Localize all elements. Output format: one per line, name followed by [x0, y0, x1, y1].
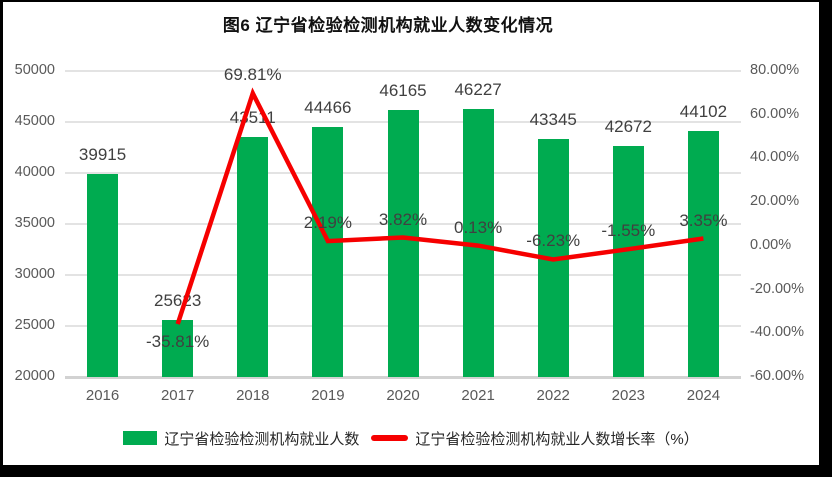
line-point-label: -35.81%: [145, 332, 210, 352]
bar-value-label: 43345: [529, 109, 577, 129]
y-axis-right-tick-label: 80.00%: [750, 62, 800, 78]
x-axis-tick-label: 2024: [686, 387, 721, 404]
bar-value-label: 25623: [154, 290, 202, 310]
y-axis-right-tick-label: -40.00%: [750, 324, 805, 341]
y-axis-right-tick-label: -60.00%: [750, 368, 805, 384]
bar-value-label: 42672: [604, 116, 652, 136]
gridline: [65, 70, 741, 72]
x-axis-tick-label: 2020: [386, 387, 420, 404]
bar-value-label: 44466: [304, 98, 352, 118]
bar-2024: [687, 131, 719, 377]
x-axis-tick-label: 2019: [311, 387, 345, 404]
line-point-label: 0.13%: [454, 217, 503, 237]
bar-value-label: 46165: [379, 81, 427, 101]
bar-2018: [237, 137, 269, 377]
bar-series-legend-label: 辽宁省检验检测机构就业人数: [164, 430, 360, 448]
bar-2017: [162, 319, 194, 377]
legend: 辽宁省检验检测机构就业人数 辽宁省检验检测机构就业人数增长率（%）: [3, 426, 819, 450]
line-point-label: 3.82%: [378, 209, 428, 229]
bar-value-label: 39915: [78, 144, 127, 164]
bar-value-label: 44102: [679, 102, 728, 122]
y-axis-left-tick-label: 25000: [14, 317, 55, 333]
growth-rate-line-series: [175, 87, 704, 325]
line-point-label: -1.55%: [601, 221, 656, 241]
bar-2023: [612, 145, 644, 377]
x-axis-tick-label: 2016: [85, 387, 120, 404]
line-series-legend-label: 辽宁省检验检测机构就业人数增长率（%）: [415, 430, 699, 448]
chart-panel: 图6 辽宁省检验检测机构就业人数变化情况 20000 25000 30000 3500…: [3, 2, 819, 465]
y-axis-left-tick-label: 20000: [14, 368, 55, 384]
x-axis-tick-label: 2017: [160, 387, 195, 404]
y-axis-left-tick-label: 35000: [14, 215, 55, 231]
y-axis-left-tick-label: 50000: [14, 62, 55, 78]
bar-2016: [87, 173, 119, 377]
bar-2019: [312, 127, 344, 377]
legend-item-growth-line: 辽宁省检验检测机构就业人数增长率（%）: [371, 428, 699, 449]
y-axis-right-tick-label: 60.00%: [750, 105, 800, 122]
y-axis-left-tick-label: 30000: [14, 266, 55, 282]
bar-series-swatch: [123, 431, 158, 445]
bar-2020: [387, 110, 419, 377]
y-axis-right-tick-label: 20.00%: [750, 193, 800, 210]
line-series-swatch: [371, 435, 409, 441]
y-axis-right-tick-label: 0.00%: [750, 236, 792, 253]
line-point-label: 69.81%: [223, 65, 282, 85]
growth-rate-polyline: [175, 87, 704, 325]
line-point-label: 2.19%: [303, 213, 352, 233]
y-axis-right-tick-label: 40.00%: [750, 149, 800, 166]
x-axis-line: [65, 376, 741, 379]
y-axis-right-tick-label: -20.00%: [750, 280, 805, 297]
x-axis-tick-label: 2023: [611, 387, 646, 404]
line-point-label: 3.35%: [679, 210, 728, 230]
x-axis-tick-label: 2021: [461, 387, 495, 404]
bar-value-label: 46227: [454, 80, 502, 100]
line-point-label: -6.23%: [526, 231, 581, 251]
chart-title: 图6 辽宁省检验检测机构就业人数变化情况: [222, 16, 554, 35]
x-axis-tick-label: 2018: [236, 387, 270, 404]
y-axis-left-tick-label: 40000: [14, 164, 55, 180]
x-axis-tick-label: 2022: [536, 387, 570, 404]
legend-item-employment-bars: 辽宁省检验检测机构就业人数: [123, 428, 359, 449]
y-axis-left-tick-label: 45000: [14, 113, 55, 129]
